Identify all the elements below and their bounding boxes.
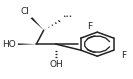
Text: F: F: [87, 22, 92, 31]
Text: F: F: [121, 51, 126, 59]
Polygon shape: [30, 17, 44, 30]
Text: Cl: Cl: [20, 7, 29, 16]
Text: HO: HO: [2, 40, 15, 49]
Text: •••: •••: [62, 14, 72, 19]
Text: OH: OH: [49, 60, 63, 69]
Polygon shape: [18, 43, 36, 45]
